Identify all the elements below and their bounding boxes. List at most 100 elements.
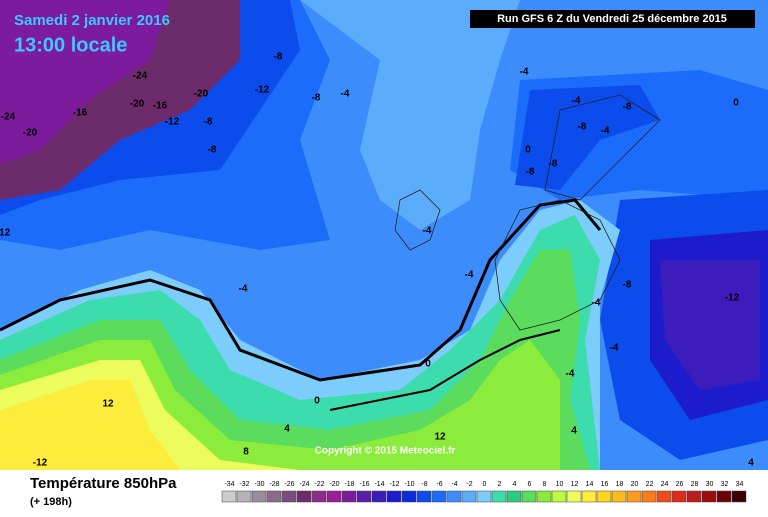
time: 13:00 locale (14, 34, 127, 56)
zero-isotherm (0, 198, 602, 382)
scale-swatch (356, 490, 372, 503)
scale-tick-label: -22 (314, 481, 324, 488)
lead-time: (+ 198h) (30, 496, 72, 508)
scale-tick-label: -32 (239, 481, 249, 488)
scale-tick-label: 2 (498, 481, 502, 488)
contour-label: -12 (255, 85, 270, 96)
contour-label: 4 (748, 458, 754, 469)
scale-swatch (491, 490, 507, 503)
warm-area (300, 0, 520, 230)
scale-tick-label: 26 (676, 481, 684, 488)
contour-label: -4 (572, 96, 581, 107)
scale-tick-label: -28 (269, 481, 279, 488)
scale-swatch (701, 490, 717, 503)
scale-swatch (476, 490, 492, 503)
scale-tick-label: 0 (483, 481, 487, 488)
scale-swatch (446, 490, 462, 503)
scale-tick-label: -24 (299, 481, 309, 488)
scale-swatch (731, 490, 747, 503)
contour-label: 0 (733, 98, 739, 109)
scale-swatch (656, 490, 672, 503)
scale-swatch (581, 490, 597, 503)
contour-label: -8 (208, 145, 217, 156)
warm-area (0, 380, 180, 470)
arctic-area (0, 0, 170, 165)
copyright: Copyright © 2015 Meteociel.fr (315, 446, 456, 457)
scale-swatch (296, 490, 312, 503)
scale-tick-label: 20 (631, 481, 639, 488)
contour-label: -20 (130, 99, 145, 110)
scale-tick-label: 14 (586, 481, 594, 488)
scale-swatch (281, 490, 297, 503)
scale-tick-label: -14 (374, 481, 384, 488)
scale-swatch (401, 490, 417, 503)
scale-tick-label: -2 (466, 481, 472, 488)
contour-label: -4 (592, 298, 601, 309)
contour-label: -8 (526, 167, 535, 178)
scale-tick-label: 34 (736, 481, 744, 488)
run-info: Run GFS 6 Z du Vendredi 25 décembre 2015 (497, 13, 727, 25)
contour-label: -12 (725, 293, 740, 304)
contour-label: -8 (274, 52, 283, 63)
scale-tick-label: -12 (389, 481, 399, 488)
scale-swatch (371, 490, 387, 503)
scale-tick-label: 16 (601, 481, 609, 488)
scale-swatch (341, 490, 357, 503)
contour-label: -4 (423, 226, 432, 237)
contour-label: 12 (102, 399, 114, 410)
contour-label: 0 (314, 396, 320, 407)
scale-tick-label: -6 (436, 481, 442, 488)
contour-label: -8 (312, 93, 321, 104)
scale-tick-label: -4 (451, 481, 457, 488)
scale-swatch (566, 490, 582, 503)
scale-swatch (236, 490, 252, 503)
contour-label: 8 (243, 447, 249, 458)
contour-label: -24 (133, 71, 148, 82)
contour-label: -4 (341, 89, 350, 100)
scale-swatch (611, 490, 627, 503)
scale-swatch (686, 490, 702, 503)
cold-area (515, 85, 660, 190)
scale-swatch (626, 490, 642, 503)
zero-isotherm (329, 329, 561, 411)
contour-label: 4 (571, 426, 577, 437)
contour-label: 4 (284, 424, 290, 435)
scale-tick-label: -26 (284, 481, 294, 488)
cold-area (660, 260, 760, 390)
date: Samedi 2 janvier 2016 (14, 12, 170, 29)
scale-tick-label: -20 (329, 481, 339, 488)
contour-label: -8 (578, 122, 587, 133)
scale-tick-label: -16 (359, 481, 369, 488)
contour-label: -16 (73, 108, 88, 119)
contour-label: -20 (194, 89, 209, 100)
contour-label: -4 (566, 369, 575, 380)
scale-swatch (506, 490, 522, 503)
contour-label: -20 (23, 128, 38, 139)
run-box (470, 10, 755, 28)
scale-tick-label: 18 (616, 481, 624, 488)
contour-label: 12 (434, 432, 446, 443)
scale-swatch (716, 490, 732, 503)
scale-tick-label: -34 (224, 481, 234, 488)
scale-swatch (431, 490, 447, 503)
scale-swatch (311, 490, 327, 503)
scale-swatch (266, 490, 282, 503)
contour-label: -12 (0, 228, 11, 239)
contour-label: 0 (525, 145, 531, 156)
scale-tick-label: 10 (556, 481, 564, 488)
scale-tick-label: -30 (254, 481, 264, 488)
scale-swatch (521, 490, 537, 503)
scale-tick-label: 24 (661, 481, 669, 488)
scale-swatch (461, 490, 477, 503)
scale-tick-label: -8 (421, 481, 427, 488)
scale-tick-label: 28 (691, 481, 699, 488)
coastline (394, 94, 661, 331)
scale-swatch (386, 490, 402, 503)
scale-swatch (671, 490, 687, 503)
scale-tick-label: 4 (513, 481, 517, 488)
scale-tick-label: 8 (543, 481, 547, 488)
color-scale: -34 -32 -30 -28 -26 -24 -22 -20 -18 -16 -14 -12 -10-… (221, 481, 747, 503)
contour-label: -4 (239, 284, 248, 295)
scale-swatch (326, 490, 342, 503)
